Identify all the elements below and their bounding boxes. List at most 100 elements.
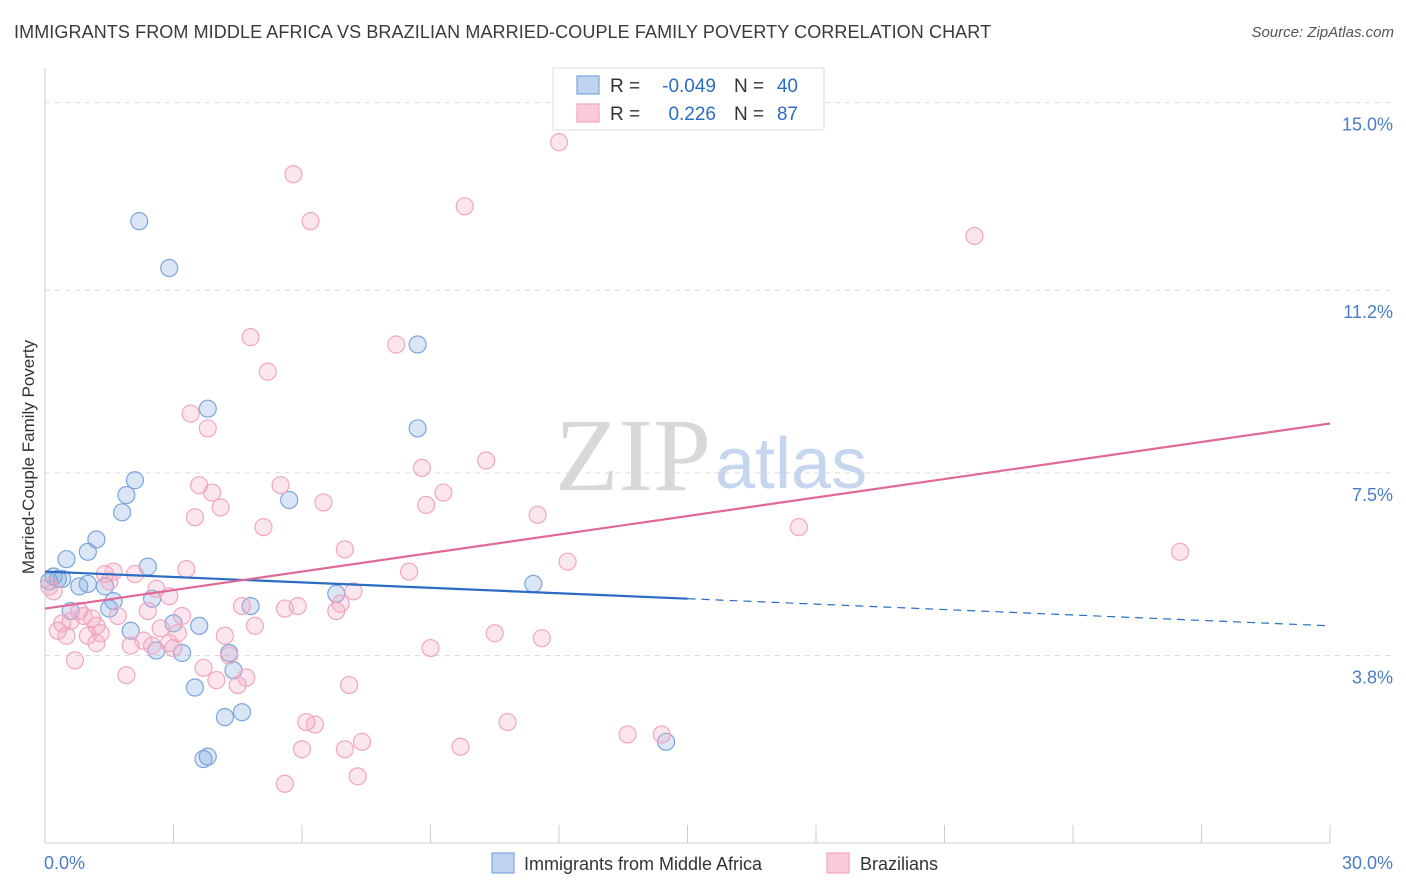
point-brazilians-21 — [142, 636, 162, 655]
watermark-zip: ZIP — [555, 398, 711, 513]
stats-n-label-1: N = — [734, 76, 764, 97]
trend-line-middle-africa — [44, 570, 688, 600]
y-tick-labels: 3.8% 7.5% 11.2% 15.0% — [1342, 115, 1393, 688]
source-credit: Source: ZipAtlas.com — [1251, 24, 1394, 41]
point-middle-africa-18 — [121, 621, 140, 640]
stats-n-label-2: N = — [734, 104, 764, 125]
point-brazilians-40 — [232, 596, 252, 616]
point-brazilians-61 — [352, 732, 372, 751]
x-tick-label-max: 30.0% — [1342, 853, 1393, 873]
point-brazilians-34 — [202, 483, 222, 502]
point-brazilians-83 — [335, 740, 354, 759]
point-brazilians-23 — [151, 619, 170, 638]
stats-n-value-2: 87 — [777, 104, 798, 125]
y-axis-title: Married-Couple Family Poverty — [19, 339, 38, 574]
point-brazilians-77 — [618, 725, 637, 744]
point-brazilians-48 — [284, 165, 303, 184]
y-tick-label-2: 11.2% — [1343, 302, 1393, 322]
point-brazilians-81 — [1170, 542, 1190, 561]
legend-label-middle-africa: Immigrants from Middle Africa — [524, 854, 763, 874]
point-brazilians-30 — [185, 508, 205, 527]
point-brazilians-57 — [335, 540, 354, 559]
y-tick-label-0: 3.8% — [1352, 667, 1393, 687]
point-brazilians-76 — [558, 552, 577, 571]
point-brazilians-27 — [172, 606, 192, 626]
point-brazilians-41 — [237, 668, 256, 687]
point-middle-africa-10 — [104, 592, 123, 611]
point-middle-africa-14 — [130, 212, 149, 231]
point-brazilians-85 — [87, 616, 106, 635]
point-brazilians-59 — [344, 582, 363, 601]
point-brazilians-56 — [331, 594, 350, 613]
point-brazilians-13 — [100, 572, 119, 591]
trend-line-brazilians — [44, 422, 1331, 610]
point-brazilians-26 — [168, 624, 187, 643]
point-brazilians-75 — [549, 133, 569, 152]
stats-n-value-1: 40 — [777, 76, 798, 97]
point-brazilians-37 — [215, 626, 234, 645]
point-middle-africa-3 — [57, 550, 76, 569]
point-middle-africa-6 — [78, 542, 97, 561]
point-middle-africa-35 — [408, 419, 427, 438]
gridlines — [45, 102, 1390, 656]
point-middle-africa-30 — [232, 703, 252, 722]
point-brazilians-65 — [417, 495, 436, 515]
point-brazilians-84 — [164, 638, 183, 658]
point-middle-africa-12 — [117, 485, 136, 505]
point-brazilians-64 — [412, 458, 432, 478]
point-brazilians-42 — [241, 328, 260, 347]
stats-r-value-1: -0.049 — [662, 76, 716, 97]
point-brazilians-44 — [254, 518, 273, 537]
point-brazilians-79 — [789, 518, 808, 537]
trend-line-middle-africa-extension — [687, 598, 1331, 627]
point-brazilians-54 — [314, 493, 333, 512]
point-middle-africa-11 — [112, 503, 132, 522]
point-brazilians-43 — [245, 616, 264, 635]
point-brazilians-38 — [220, 646, 239, 665]
point-middle-africa-13 — [125, 471, 145, 490]
chart-title: IMMIGRANTS FROM MIDDLE AFRICA VS BRAZILI… — [14, 22, 992, 42]
axes — [44, 68, 1331, 844]
x-tick-label-min: 0.0% — [44, 853, 85, 873]
point-middle-africa-26 — [194, 749, 213, 769]
point-brazilians-19 — [134, 631, 153, 650]
point-brazilians-35 — [207, 671, 226, 690]
point-brazilians-72 — [498, 712, 517, 732]
point-brazilians-67 — [434, 483, 453, 502]
point-brazilians-49 — [288, 596, 307, 616]
point-brazilians-70 — [477, 451, 496, 470]
point-brazilians-32 — [194, 658, 213, 677]
point-brazilians-80 — [965, 226, 984, 246]
point-brazilians-16 — [117, 666, 136, 685]
point-brazilians-36 — [211, 498, 230, 517]
legend-label-brazilians: Brazilians — [860, 854, 938, 874]
y-tick-label-1: 7.5% — [1352, 485, 1393, 505]
point-brazilians-46 — [271, 476, 290, 495]
point-middle-africa-39 — [40, 572, 59, 591]
point-brazilians-6 — [65, 651, 85, 670]
point-brazilians-14 — [104, 562, 123, 581]
point-brazilians-52 — [301, 212, 320, 231]
point-brazilians-66 — [421, 638, 440, 658]
point-brazilians-29 — [181, 404, 200, 423]
point-brazilians-33 — [198, 419, 217, 438]
point-middle-africa-22 — [185, 678, 205, 697]
point-middle-africa-23 — [190, 616, 209, 635]
point-brazilians-71 — [485, 624, 504, 643]
legend-swatch-brazilians — [826, 852, 850, 874]
stats-legend-swatch-pink — [576, 103, 600, 123]
point-brazilians-74 — [532, 629, 551, 648]
watermark-atlas: atlas — [715, 424, 867, 504]
point-brazilians-53 — [305, 715, 324, 734]
point-brazilians-58 — [340, 675, 359, 695]
point-middle-africa-19 — [160, 258, 179, 278]
point-middle-africa-34 — [408, 335, 427, 354]
stats-legend-swatch-blue — [576, 75, 600, 95]
point-brazilians-60 — [348, 767, 367, 786]
point-middle-africa-36 — [524, 574, 543, 593]
point-brazilians-50 — [292, 740, 312, 759]
point-brazilians-4 — [57, 626, 76, 645]
trend-lines — [44, 422, 1331, 627]
y-tick-label-3: 15.0% — [1342, 115, 1393, 135]
